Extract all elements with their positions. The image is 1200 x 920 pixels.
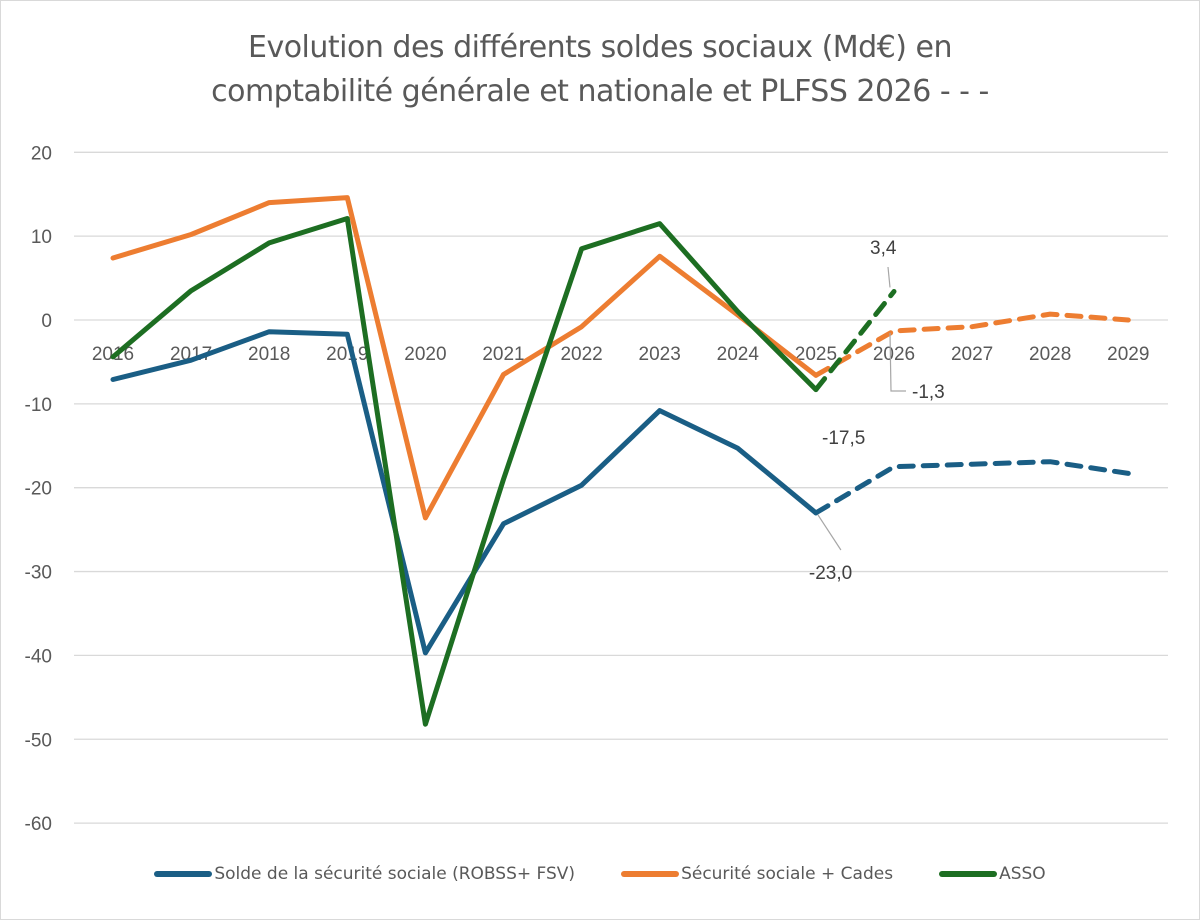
y-tick-label: -10	[25, 395, 52, 416]
y-tick-label: 20	[31, 143, 52, 164]
legend-item-securite-sociale-cades: Sécurité sociale + Cades	[621, 864, 893, 884]
x-tick-label: 2017	[170, 344, 212, 365]
y-tick-label: -40	[25, 646, 52, 667]
x-tick-label: 2022	[560, 344, 602, 365]
chart-title-line1: Evolution des différents soldes sociaux …	[247, 30, 953, 65]
x-tick-label: 2021	[482, 344, 524, 365]
series-line-solid-0	[110, 329, 819, 656]
y-tick-label: 10	[31, 227, 52, 248]
x-tick-label: 2023	[639, 344, 681, 365]
data-label-asso-2026: 3,4	[870, 238, 897, 259]
series-line-dashed-2	[813, 289, 897, 393]
legend-swatch-cades	[621, 871, 680, 877]
chart-title-line2: comptabilité générale et nationale et PL…	[211, 74, 989, 109]
x-tick-label: 2029	[1107, 344, 1149, 365]
series-line-solid-2	[110, 216, 819, 727]
x-axis-tick-labels: 2016 2017 2018 2019 2020 2021 2022 2023 2024 2025…	[92, 344, 1150, 365]
legend-swatch-solde	[154, 871, 213, 877]
x-tick-label: 2018	[248, 344, 290, 365]
x-tick-label: 2019	[326, 344, 368, 365]
data-label-solde-2026: -17,5	[822, 428, 865, 449]
y-tick-label: -50	[25, 730, 52, 751]
data-label-cades-2026: -1,3	[912, 382, 945, 403]
series-lines	[110, 195, 1131, 727]
x-tick-label: 2024	[717, 344, 760, 365]
leader-line	[887, 266, 891, 288]
x-tick-label: 2028	[1029, 344, 1071, 365]
legend-swatch-asso	[939, 871, 998, 877]
data-label-annotations: 3,4 -1,3 -17,5 -23,0	[809, 238, 945, 584]
x-tick-label: 2027	[951, 344, 993, 365]
leader-line	[817, 514, 842, 551]
leader-line	[889, 332, 906, 392]
legend-label-solde: Solde de la sécurité sociale (ROBSS+ FSV…	[214, 864, 576, 884]
y-axis-tick-labels: 20 10 0 -10 -20 -30 -40 -50 -60	[25, 143, 52, 835]
y-tick-label: 0	[41, 311, 52, 332]
data-label-solde-2025: -23,0	[809, 563, 852, 584]
legend-item-asso: ASSO	[939, 864, 1046, 884]
y-tick-label: -20	[25, 479, 52, 500]
x-tick-label: 2020	[404, 344, 446, 365]
legend: Solde de la sécurité sociale (ROBSS+ FSV…	[0, 864, 1200, 884]
gridlines	[74, 151, 1168, 824]
chart-title: Evolution des différents soldes sociaux …	[0, 26, 1200, 114]
x-tick-label: 2026	[873, 344, 915, 365]
legend-item-solde-securite-sociale: Solde de la sécurité sociale (ROBSS+ FSV…	[154, 864, 575, 884]
legend-label-cades: Sécurité sociale + Cades	[681, 864, 894, 884]
series-line-solid-1	[110, 195, 819, 521]
x-tick-label: 2025	[795, 344, 837, 365]
y-tick-label: -60	[25, 814, 52, 835]
y-tick-label: -30	[25, 563, 52, 584]
legend-label-asso: ASSO	[999, 864, 1046, 884]
